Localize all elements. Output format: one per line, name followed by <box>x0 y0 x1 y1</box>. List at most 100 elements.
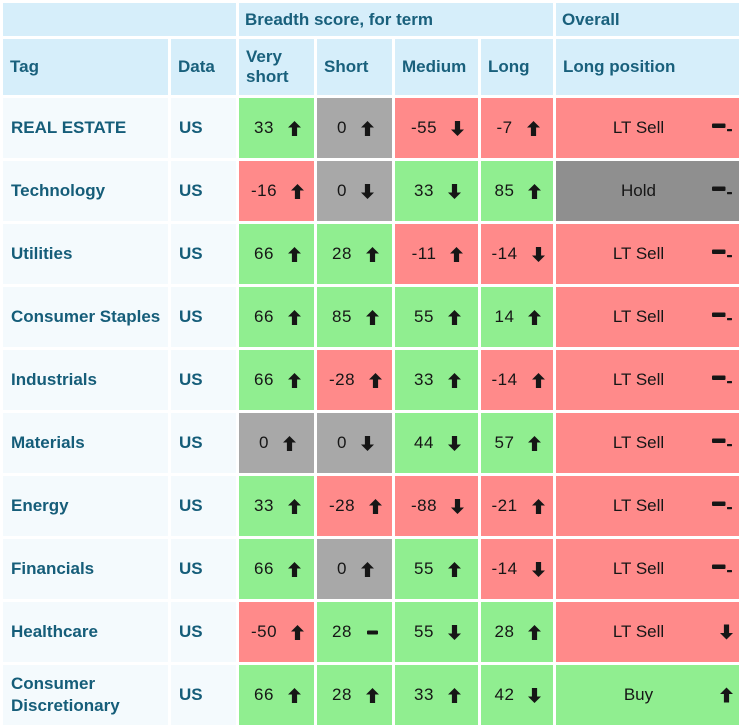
table-row: REAL ESTATE US 33 0 -55 -7 LT Sell <box>3 98 739 158</box>
tag-cell: REAL ESTATE <box>3 98 168 158</box>
trend-flat-minus-icon <box>712 311 733 323</box>
score-value-group: 66 <box>239 350 314 410</box>
score-medium-cell: 55 <box>395 602 478 662</box>
score-value-group: 33 <box>395 665 478 725</box>
long-position-group: LT Sell <box>556 287 739 347</box>
trend-down-icon <box>720 624 733 640</box>
score-value-group: 33 <box>395 161 478 221</box>
score-value: 0 <box>337 181 347 200</box>
score-value: 14 <box>494 307 515 326</box>
trend-up-icon <box>369 498 383 514</box>
score-short-cell: 28 <box>317 224 392 284</box>
tag-cell: Industrials <box>3 350 168 410</box>
score-value: -88 <box>410 496 438 515</box>
score-value: -55 <box>410 118 438 137</box>
table-row: Consumer Staples US 66 85 55 14 LT Sell <box>3 287 739 347</box>
score-value: 66 <box>254 685 274 704</box>
score-very-short-cell: 33 <box>239 476 314 536</box>
score-medium-cell: 33 <box>395 350 478 410</box>
trend-up-icon <box>365 309 379 325</box>
score-very-short-cell: -16 <box>239 161 314 221</box>
score-value: 42 <box>494 685 515 704</box>
score-value: -21 <box>491 496 518 515</box>
score-value-group: 14 <box>481 287 553 347</box>
column-header-short: Short <box>317 39 392 95</box>
trend-up-icon <box>282 435 296 451</box>
tag-cell: Materials <box>3 413 168 473</box>
data-source-cell: US <box>171 161 236 221</box>
score-value: -14 <box>491 370 518 389</box>
score-very-short-cell: 0 <box>239 413 314 473</box>
score-short-cell: -28 <box>317 476 392 536</box>
trend-up-icon <box>526 120 540 136</box>
trend-up-icon <box>291 183 305 199</box>
trend-up-icon <box>447 309 461 325</box>
trend-up-icon <box>450 246 464 262</box>
score-very-short-cell: 33 <box>239 98 314 158</box>
long-position-cell: LT Sell <box>556 476 739 536</box>
score-value: 28 <box>332 622 352 641</box>
score-value-group: 0 <box>317 539 392 599</box>
long-position-label: Hold <box>621 181 656 200</box>
score-value-group: -21 <box>481 476 553 536</box>
trend-flat-minus-icon <box>712 248 733 260</box>
score-very-short-cell: 66 <box>239 224 314 284</box>
table-row: Consumer Discretionary US 66 28 33 42 Buy <box>3 665 739 725</box>
tag-cell: Consumer Discretionary <box>3 665 168 725</box>
score-value: 66 <box>254 307 274 326</box>
score-value: 33 <box>414 685 434 704</box>
score-very-short-cell: 66 <box>239 539 314 599</box>
table-body: REAL ESTATE US 33 0 -55 -7 LT Sell Technology US… <box>3 98 739 725</box>
column-header-long: Long <box>481 39 553 95</box>
score-value-group: 28 <box>317 224 392 284</box>
long-position-group: LT Sell <box>556 413 739 473</box>
score-value: 28 <box>332 244 352 263</box>
tag-cell: Energy <box>3 476 168 536</box>
score-value-group: -14 <box>481 350 553 410</box>
data-source-cell: US <box>171 413 236 473</box>
score-value-group: 28 <box>317 665 392 725</box>
long-position-cell: LT Sell <box>556 287 739 347</box>
long-position-label: LT Sell <box>612 496 665 515</box>
column-header-row: Tag Data Very short Short Medium Long Lo… <box>3 39 739 95</box>
trend-up-icon <box>287 561 301 577</box>
score-value-group: -11 <box>395 224 478 284</box>
score-value-group: 42 <box>481 665 553 725</box>
trend-flat-minus-icon <box>712 500 733 512</box>
score-value: 33 <box>414 370 434 389</box>
data-source-cell: US <box>171 665 236 725</box>
tag-cell: Consumer Staples <box>3 287 168 347</box>
trend-down-icon <box>528 687 542 703</box>
score-short-cell: 0 <box>317 413 392 473</box>
trend-down-icon <box>360 435 374 451</box>
score-very-short-cell: 66 <box>239 350 314 410</box>
score-medium-cell: -11 <box>395 224 478 284</box>
long-position-label: LT Sell <box>612 307 665 326</box>
score-medium-cell: -55 <box>395 98 478 158</box>
trend-up-icon <box>528 435 542 451</box>
score-value: -28 <box>328 370 356 389</box>
long-position-label: LT Sell <box>612 370 665 389</box>
score-value: -11 <box>411 244 437 263</box>
score-value: -14 <box>491 244 518 263</box>
trend-up-icon <box>365 687 379 703</box>
score-short-cell: 28 <box>317 602 392 662</box>
trend-up-icon <box>528 309 542 325</box>
score-value: 55 <box>414 559 434 578</box>
trend-flat-minus-icon <box>712 437 733 449</box>
score-value-group: 44 <box>395 413 478 473</box>
score-short-cell: 28 <box>317 665 392 725</box>
score-medium-cell: 33 <box>395 665 478 725</box>
long-position-group: LT Sell <box>556 350 739 410</box>
trend-up-icon <box>360 120 374 136</box>
score-value-group: -14 <box>481 539 553 599</box>
table-row: Technology US -16 0 33 85 Hold <box>3 161 739 221</box>
score-medium-cell: 55 <box>395 287 478 347</box>
score-value-group: 55 <box>395 602 478 662</box>
trend-up-icon <box>528 183 542 199</box>
long-position-label: LT Sell <box>612 433 665 452</box>
table-row: Materials US 0 0 44 57 LT Sell <box>3 413 739 473</box>
column-header-data: Data <box>171 39 236 95</box>
